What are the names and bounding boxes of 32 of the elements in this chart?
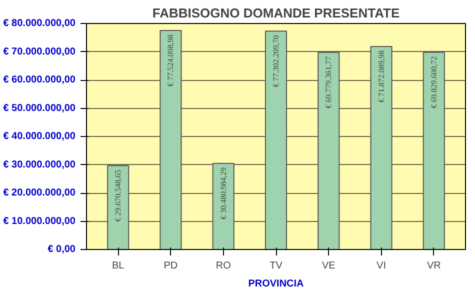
x-tick-label: PD [164,260,178,272]
y-tick-label: € 60.000.000,00 [3,74,76,86]
y-tick-label: € 80.000.000,00 [3,18,76,29]
y-tick-label: € 0,00 [48,244,76,255]
data-label: € 77.524.098,98 [166,34,176,86]
bar [370,46,392,250]
x-axis-title: PROVINCIA [248,278,304,290]
data-label: € 29.670.548,65 [114,170,123,222]
x-tick-label: RO [216,260,232,272]
bar [264,30,288,250]
data-label: € 69.829.600,72 [429,56,438,108]
y-tick-label: € 70.000.000,00 [3,46,76,58]
y-tick-label: € 50.000.000,00 [3,102,76,114]
x-tick-label: VR [426,260,441,272]
bar [318,52,340,250]
y-tick-label: € 20.000.000,00 [3,188,76,198]
x-tick-label: TV [270,260,283,272]
x-tick-label: VI [376,260,386,272]
x-tick-label: BL [112,260,125,272]
bar [160,30,182,250]
chart-title: FABBISOGNO DOMANDE PRESENTATE [152,6,400,20]
data-label: € 71.872.089,98 [376,50,386,102]
y-tick-label: € 10.000.000,00 [3,216,76,227]
y-tick-label: € 40.000.000,00 [3,131,76,142]
y-tick-label: € 30.000.000,00 [3,159,76,170]
data-label: € 30.480.984,29 [218,167,228,220]
data-label: € 77.302.209,70 [272,35,280,88]
bar [212,162,234,250]
data-label: € 69.779.361,77 [324,56,334,108]
bar [107,165,130,250]
bar [422,52,445,250]
x-tick-label: VE [322,260,336,272]
